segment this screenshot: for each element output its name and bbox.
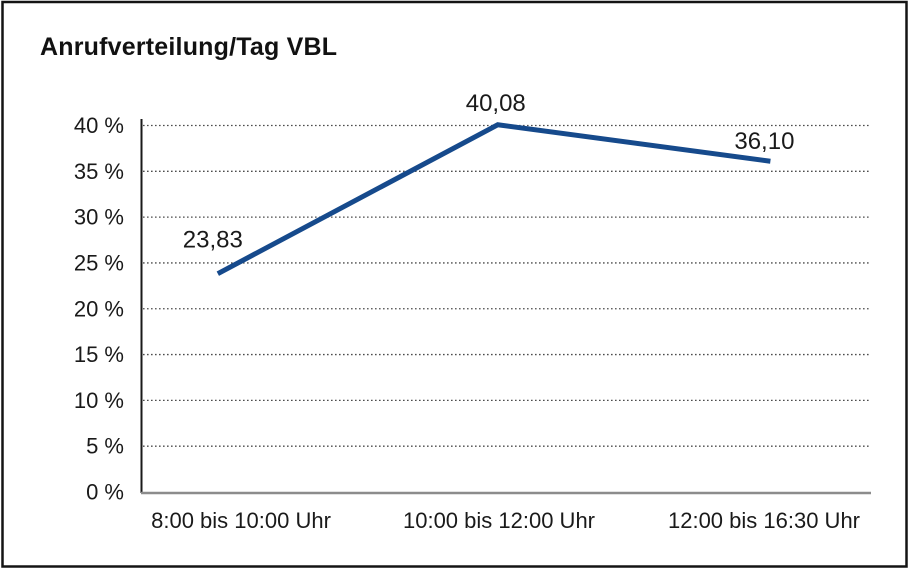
y-axis-tick-label: 10 % [74, 388, 124, 413]
x-axis-label: 12:00 bis 16:30 Uhr [668, 508, 860, 533]
chart-title: Anrufverteilung/Tag VBL [40, 33, 338, 61]
y-axis-tick-label: 0 % [86, 480, 124, 505]
frame-border [1, 0, 908, 568]
y-axis-tick-label: 5 % [86, 434, 124, 459]
y-axis-tick-label: 35 % [74, 159, 124, 184]
y-axis-tick-label: 15 % [74, 342, 124, 367]
data-point-label: 23,83 [183, 227, 243, 254]
data-point-label: 40,08 [466, 90, 526, 117]
y-axis-tick-label: 25 % [74, 250, 124, 275]
y-axis-tick-label: 30 % [74, 205, 124, 230]
y-axis-tick-label: 20 % [74, 296, 124, 321]
data-line [216, 122, 771, 276]
x-axis-label: 8:00 bis 10:00 Uhr [151, 508, 331, 533]
y-axis-tick-label: 40 % [74, 113, 124, 138]
data-point-label: 36,10 [734, 128, 794, 155]
x-axis-label: 10:00 bis 12:00 Uhr [403, 508, 595, 533]
